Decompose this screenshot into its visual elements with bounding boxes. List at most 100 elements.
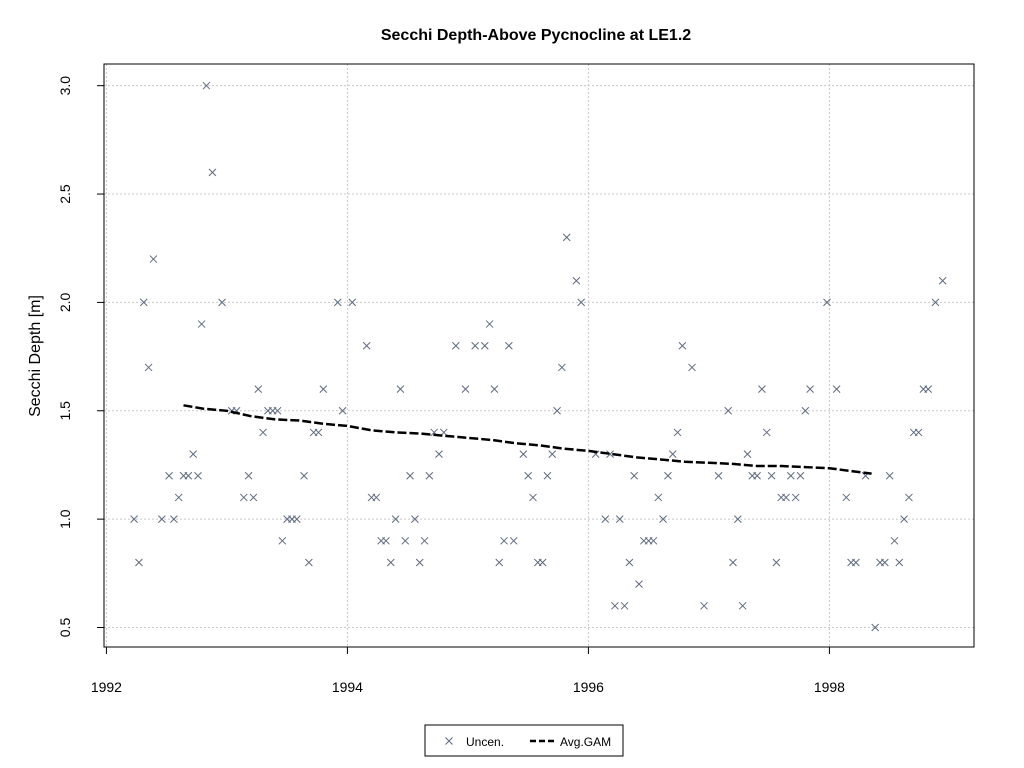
data-point xyxy=(139,298,148,307)
legend: Uncen. Avg.GAM xyxy=(424,724,624,757)
data-point xyxy=(415,558,424,567)
y-tick-label: 1.0 xyxy=(57,509,73,529)
data-point xyxy=(202,81,211,90)
y-axis-label: Secchi Depth [m] xyxy=(27,295,44,417)
legend-label-uncen: Uncen. xyxy=(466,735,504,749)
data-point xyxy=(832,385,841,393)
data-point xyxy=(548,450,557,458)
data-point xyxy=(319,385,328,393)
data-point xyxy=(144,363,153,372)
data-point xyxy=(130,515,138,523)
data-point xyxy=(500,536,508,545)
data-point xyxy=(505,341,513,350)
legend-label-gam: Avg.GAM xyxy=(560,735,611,749)
data-point xyxy=(842,493,851,502)
data-point xyxy=(165,471,173,480)
x-tick-label: 1994 xyxy=(332,679,363,695)
data-point xyxy=(292,515,301,523)
data-point xyxy=(239,493,248,502)
data-point xyxy=(435,450,443,458)
data-point xyxy=(767,471,776,480)
data-point xyxy=(649,536,658,545)
data-point xyxy=(519,450,528,458)
data-point xyxy=(553,406,561,415)
data-point xyxy=(184,471,193,480)
data-point xyxy=(259,428,267,437)
data-point xyxy=(420,536,429,545)
data-point xyxy=(471,341,479,350)
y-tick-label: 0.5 xyxy=(57,618,73,638)
data-point xyxy=(149,255,158,263)
data-point xyxy=(577,298,586,307)
data-point xyxy=(762,428,771,437)
data-point xyxy=(673,428,682,437)
gam-line xyxy=(183,404,872,475)
y-tick-label: 1.5 xyxy=(57,401,73,421)
data-point xyxy=(406,471,414,480)
x-tick-label: 1996 xyxy=(573,679,604,695)
data-point xyxy=(905,493,913,502)
legend-marker-uncen xyxy=(445,737,453,745)
data-point xyxy=(714,471,723,480)
data-point xyxy=(852,558,860,567)
data-point xyxy=(572,276,581,285)
data-point xyxy=(625,558,634,567)
data-point xyxy=(668,450,677,458)
data-point xyxy=(606,450,614,458)
data-point xyxy=(733,515,742,523)
data-point xyxy=(900,515,908,523)
data-point xyxy=(796,471,805,480)
data-point xyxy=(278,536,287,545)
data-point xyxy=(543,471,552,480)
data-point xyxy=(871,623,880,632)
data-point xyxy=(396,385,405,393)
data-point xyxy=(524,471,533,480)
data-point xyxy=(758,385,766,393)
data-point xyxy=(452,341,460,350)
data-point xyxy=(189,450,198,458)
data-point xyxy=(801,406,810,415)
data-point xyxy=(678,341,687,350)
data-point xyxy=(562,233,571,242)
data-point xyxy=(635,580,643,589)
data-point xyxy=(197,320,206,328)
data-point xyxy=(300,471,308,480)
data-point xyxy=(386,558,395,567)
data-point xyxy=(615,515,624,523)
data-point xyxy=(338,406,347,415)
data-point xyxy=(724,406,733,415)
data-point xyxy=(880,558,889,567)
data-point xyxy=(218,298,226,307)
data-point xyxy=(411,515,419,523)
data-point xyxy=(529,493,537,502)
data-point xyxy=(490,385,499,393)
data-point xyxy=(738,601,747,610)
data-point xyxy=(157,515,166,523)
data-point xyxy=(620,601,629,610)
data-point xyxy=(914,428,923,437)
data-point xyxy=(786,471,795,480)
data-point xyxy=(753,471,761,480)
data-point xyxy=(611,601,619,610)
data-point xyxy=(654,493,663,502)
data-point xyxy=(391,515,400,523)
data-point xyxy=(273,406,282,415)
data-point xyxy=(743,450,752,458)
data-point xyxy=(729,558,737,567)
data-point xyxy=(823,298,831,307)
data-point xyxy=(382,536,390,545)
data-point xyxy=(314,428,323,437)
data-point xyxy=(333,298,342,307)
data-point xyxy=(425,471,434,480)
data-point xyxy=(461,385,470,393)
data-point xyxy=(558,363,566,372)
legend-marker-uncen-cross xyxy=(445,737,453,745)
x-tick-label: 1992 xyxy=(91,679,122,695)
data-point xyxy=(170,515,178,523)
data-point xyxy=(135,558,143,567)
chart-title: Secchi Depth-Above Pycnocline at LE1.2 xyxy=(381,27,691,44)
y-tick-label: 2.0 xyxy=(57,292,73,312)
data-point xyxy=(895,558,904,567)
data-point xyxy=(630,471,639,480)
